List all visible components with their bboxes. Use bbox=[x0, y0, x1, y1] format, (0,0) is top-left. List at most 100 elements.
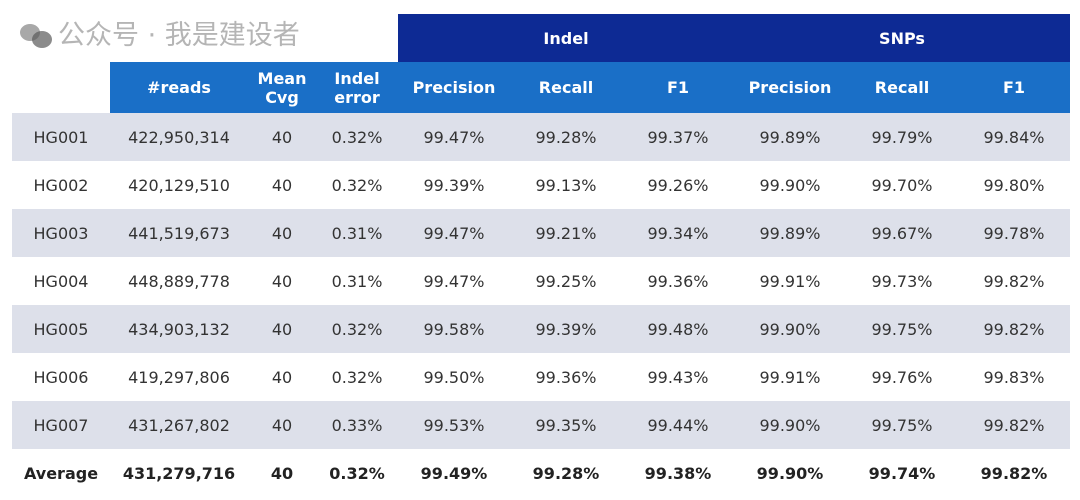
col-header-mean-cvg: Mean Cvg bbox=[248, 62, 316, 113]
table-row: HG002 420,129,510 40 0.32% 99.39% 99.13% 99.26… bbox=[12, 161, 1070, 209]
cell-indel-precision: 99.58% bbox=[398, 305, 510, 353]
cell-indel-f1: 99.44% bbox=[622, 401, 734, 449]
cell-sample: HG006 bbox=[33, 367, 89, 387]
cell-snp-f1: 99.84% bbox=[958, 113, 1070, 161]
cell-indel-recall: 99.36% bbox=[535, 367, 597, 387]
cell-indel-precision: 99.53% bbox=[398, 401, 510, 449]
cell-indel-recall: 99.35% bbox=[510, 401, 622, 449]
cell-mean-cvg: 40 bbox=[248, 113, 316, 161]
cell-snp-precision: 99.90% bbox=[759, 175, 821, 195]
cell-indel-error: 0.32% bbox=[329, 463, 385, 483]
cell-indel-recall: 99.21% bbox=[510, 209, 622, 257]
cell-sample: HG004 bbox=[33, 271, 89, 291]
cell-indel-f1: 99.36% bbox=[647, 271, 709, 291]
cell-indel-precision: 99.39% bbox=[423, 175, 485, 195]
cell-reads: 419,297,806 bbox=[128, 367, 230, 387]
watermark: 公众号 · 我是建设者 bbox=[20, 18, 300, 54]
cell-snp-recall: 99.67% bbox=[846, 209, 958, 257]
cell-snp-precision: 99.89% bbox=[734, 209, 846, 257]
table-row: HG004 448,889,778 40 0.31% 99.47% 99.25% 99.36… bbox=[12, 257, 1070, 305]
col-header-snp-recall: Recall bbox=[846, 62, 958, 113]
cell-snp-recall: 99.73% bbox=[871, 271, 933, 291]
cell-indel-precision: 99.47% bbox=[398, 209, 510, 257]
cell-snp-precision: 99.90% bbox=[734, 305, 846, 353]
cell-reads: 448,889,778 bbox=[128, 271, 230, 291]
cell-indel-f1: 99.43% bbox=[647, 367, 709, 387]
cell-snp-f1: 99.78% bbox=[958, 209, 1070, 257]
cell-reads: 420,129,510 bbox=[128, 175, 230, 195]
cell-indel-f1: 99.34% bbox=[622, 209, 734, 257]
table-row: HG005 434,903,132 40 0.32% 99.58% 99.39% 99.48… bbox=[12, 305, 1070, 353]
cell-mean-cvg: 40 bbox=[270, 463, 294, 483]
cell-reads: 441,519,673 bbox=[110, 209, 248, 257]
cell-snp-f1: 99.82% bbox=[980, 463, 1048, 483]
cell-reads: 422,950,314 bbox=[110, 113, 248, 161]
table-row: HG001 422,950,314 40 0.32% 99.47% 99.28% 99.37… bbox=[12, 113, 1070, 161]
cell-indel-precision: 99.47% bbox=[398, 113, 510, 161]
cell-sample: HG003 bbox=[12, 209, 110, 257]
watermark-text: 公众号 · 我是建设者 bbox=[58, 20, 300, 51]
cell-sample: HG005 bbox=[12, 305, 110, 353]
cell-indel-f1: 99.26% bbox=[647, 175, 709, 195]
cell-snp-recall: 99.79% bbox=[846, 113, 958, 161]
cell-indel-precision: 99.50% bbox=[423, 367, 485, 387]
cell-indel-precision: 99.49% bbox=[420, 463, 488, 483]
cell-mean-cvg: 40 bbox=[271, 367, 293, 387]
cell-snp-recall: 99.75% bbox=[846, 305, 958, 353]
cell-snp-precision: 99.90% bbox=[734, 401, 846, 449]
cell-mean-cvg: 40 bbox=[248, 209, 316, 257]
cell-snp-precision: 99.91% bbox=[759, 367, 821, 387]
cell-snp-f1: 99.82% bbox=[958, 305, 1070, 353]
cell-snp-recall: 99.75% bbox=[846, 401, 958, 449]
cell-reads: 431,279,716 bbox=[122, 463, 236, 483]
cell-snp-recall: 99.74% bbox=[868, 463, 936, 483]
cell-indel-recall: 99.39% bbox=[510, 305, 622, 353]
col-header-indel-precision: Precision bbox=[398, 62, 510, 113]
group-header-snps: SNPs bbox=[734, 14, 1070, 62]
cell-snp-recall: 99.70% bbox=[871, 175, 933, 195]
cell-indel-error: 0.31% bbox=[331, 271, 383, 291]
header-blank bbox=[12, 14, 398, 62]
table-row: HG007 431,267,802 40 0.33% 99.53% 99.35% 99.44… bbox=[12, 401, 1070, 449]
cell-indel-error: 0.32% bbox=[331, 175, 383, 195]
cell-mean-cvg: 40 bbox=[248, 305, 316, 353]
cell-snp-precision: 99.91% bbox=[759, 271, 821, 291]
cell-indel-f1: 99.38% bbox=[644, 463, 712, 483]
cell-snp-recall: 99.76% bbox=[871, 367, 933, 387]
table-row: HG006 419,297,806 40 0.32% 99.50% 99.36% 99.43… bbox=[12, 353, 1070, 401]
cell-mean-cvg: 40 bbox=[248, 401, 316, 449]
cell-indel-f1: 99.48% bbox=[622, 305, 734, 353]
col-header-indel-recall: Recall bbox=[510, 62, 622, 113]
group-header-indel: Indel bbox=[398, 14, 734, 62]
cell-sample: Average bbox=[23, 463, 99, 483]
wechat-icon bbox=[20, 24, 52, 48]
cell-snp-f1: 99.82% bbox=[983, 271, 1045, 291]
cell-snp-precision: 99.90% bbox=[756, 463, 824, 483]
average-row: Average 431,279,716 40 0.32% 99.49% 99.28% 99.… bbox=[12, 449, 1070, 497]
results-table-container: Indel SNPs #reads Mean Cvg Indel error P… bbox=[12, 14, 1070, 497]
cell-snp-precision: 99.89% bbox=[734, 113, 846, 161]
cell-snp-f1: 99.83% bbox=[983, 367, 1045, 387]
cell-indel-error: 0.32% bbox=[316, 305, 398, 353]
cell-sample: HG007 bbox=[12, 401, 110, 449]
table-row: HG003 441,519,673 40 0.31% 99.47% 99.21% 99.34… bbox=[12, 209, 1070, 257]
cell-indel-error: 0.32% bbox=[316, 113, 398, 161]
cell-indel-precision: 99.47% bbox=[423, 271, 485, 291]
col-header-snp-f1: F1 bbox=[958, 62, 1070, 113]
cell-indel-recall: 99.28% bbox=[532, 463, 600, 483]
col-header-indel-error: Indel error bbox=[316, 62, 398, 113]
cell-indel-error: 0.32% bbox=[331, 367, 383, 387]
col-header-reads: #reads bbox=[110, 62, 248, 113]
cell-indel-f1: 99.37% bbox=[622, 113, 734, 161]
results-table: Indel SNPs #reads Mean Cvg Indel error P… bbox=[12, 14, 1070, 497]
col-header-indel-f1: F1 bbox=[622, 62, 734, 113]
header-blank-corner bbox=[12, 62, 110, 113]
cell-indel-recall: 99.28% bbox=[510, 113, 622, 161]
col-header-snp-precision: Precision bbox=[734, 62, 846, 113]
cell-snp-f1: 99.80% bbox=[983, 175, 1045, 195]
cell-mean-cvg: 40 bbox=[271, 271, 293, 291]
cell-mean-cvg: 40 bbox=[271, 175, 293, 195]
cell-reads: 434,903,132 bbox=[110, 305, 248, 353]
cell-reads: 431,267,802 bbox=[110, 401, 248, 449]
cell-indel-recall: 99.25% bbox=[535, 271, 597, 291]
